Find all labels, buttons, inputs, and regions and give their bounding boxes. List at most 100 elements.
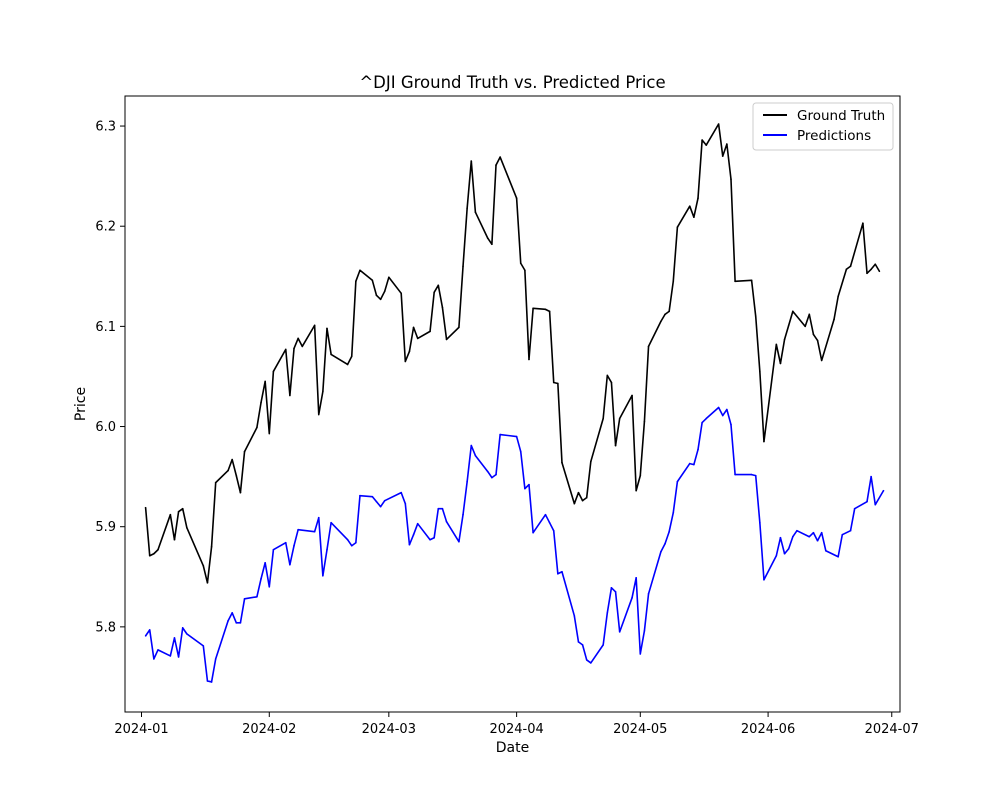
data-point-ground-truth	[610, 381, 613, 384]
data-point-ground-truth	[388, 276, 390, 279]
data-point-predictions	[577, 641, 580, 643]
data-point-predictions	[635, 576, 637, 579]
data-point-ground-truth	[350, 355, 353, 358]
data-point-predictions	[750, 473, 753, 476]
data-point-predictions	[260, 577, 262, 580]
data-point-ground-truth	[721, 155, 724, 157]
data-point-predictions	[614, 591, 617, 593]
data-point-ground-truth	[264, 380, 266, 383]
data-point-predictions	[272, 548, 275, 551]
data-point-predictions	[870, 475, 872, 478]
data-point-predictions	[239, 622, 242, 624]
data-point-predictions	[466, 480, 468, 483]
data-point-ground-truth	[874, 263, 877, 266]
data-point-predictions	[701, 421, 703, 424]
data-point-ground-truth	[268, 432, 271, 435]
data-point-predictions	[552, 529, 555, 532]
data-point-ground-truth	[301, 345, 304, 348]
data-point-predictions	[153, 658, 155, 660]
data-point-predictions	[631, 597, 633, 599]
data-point-predictions	[231, 612, 233, 614]
data-point-ground-truth	[618, 417, 621, 420]
data-point-predictions	[206, 680, 209, 682]
data-point-ground-truth	[631, 394, 633, 397]
data-point-predictions	[293, 544, 295, 547]
data-point-predictions	[602, 644, 604, 646]
data-point-ground-truth	[441, 306, 444, 309]
data-point-predictions	[227, 620, 229, 622]
data-point-ground-truth	[499, 156, 501, 158]
data-point-ground-truth	[759, 370, 761, 373]
data-point-ground-truth	[697, 197, 699, 199]
data-point-ground-truth	[866, 272, 868, 275]
data-point-ground-truth	[235, 474, 238, 477]
y-tick-label: 6.2	[95, 220, 116, 235]
data-point-predictions	[499, 433, 501, 436]
data-point-predictions	[754, 474, 757, 477]
data-point-ground-truth	[581, 499, 584, 502]
data-point-predictions	[355, 541, 357, 544]
data-point-ground-truth	[639, 474, 642, 477]
data-point-ground-truth	[750, 279, 753, 282]
data-point-predictions	[647, 593, 650, 595]
data-point-predictions	[639, 653, 642, 655]
data-point-predictions	[866, 500, 868, 503]
data-point-ground-truth	[260, 401, 262, 404]
data-point-predictions	[214, 658, 217, 660]
data-point-ground-truth	[808, 313, 811, 316]
data-point-predictions	[693, 463, 695, 466]
data-point-predictions	[243, 598, 246, 600]
data-point-ground-truth	[181, 507, 184, 510]
data-point-ground-truth	[169, 513, 172, 516]
legend-label-predictions: Predictions	[797, 128, 871, 144]
data-point-ground-truth	[643, 420, 646, 423]
data-point-predictions	[581, 644, 584, 646]
y-tick-label: 5.9	[95, 520, 116, 535]
data-point-ground-truth	[672, 280, 675, 283]
data-point-ground-truth	[804, 325, 806, 328]
data-point-predictions	[837, 555, 839, 558]
data-point-ground-truth	[602, 417, 604, 420]
data-point-ground-truth	[552, 381, 555, 384]
data-point-ground-truth	[157, 548, 159, 551]
data-point-ground-truth	[239, 491, 242, 494]
data-point-predictions	[779, 536, 782, 539]
data-point-predictions	[148, 629, 151, 631]
data-point-ground-truth	[837, 295, 839, 298]
data-point-ground-truth	[284, 348, 287, 351]
data-point-predictions	[433, 536, 435, 539]
x-tick-label: 2024-06	[741, 722, 795, 737]
data-point-ground-truth	[573, 502, 576, 505]
y-tick-label: 5.8	[95, 620, 116, 635]
data-point-ground-truth	[783, 338, 786, 341]
data-point-ground-truth	[491, 243, 493, 246]
data-point-ground-truth	[214, 481, 217, 484]
data-point-predictions	[882, 489, 885, 492]
plot-area-frame	[124, 95, 901, 713]
y-axis: 5.8 5.9 6.0 6.1 6.2 6.3	[95, 120, 125, 635]
data-point-ground-truth	[437, 284, 440, 287]
x-tick-label: 2024-05	[613, 722, 667, 737]
data-point-ground-truth	[462, 265, 464, 268]
data-point-ground-truth	[544, 308, 547, 311]
data-point-predictions	[524, 487, 526, 490]
data-point-ground-truth	[792, 310, 794, 313]
series-line-predictions	[144, 406, 885, 683]
data-point-predictions	[874, 503, 877, 506]
x-tick-label: 2024-02	[242, 722, 296, 737]
data-point-predictions	[606, 612, 609, 614]
data-point-predictions	[322, 574, 324, 577]
legend-label-ground-truth: Ground Truth	[797, 108, 885, 124]
data-point-predictions	[697, 448, 699, 451]
y-tick-label: 6.1	[95, 320, 116, 335]
data-point-ground-truth	[647, 345, 650, 348]
data-point-ground-truth	[202, 564, 205, 567]
data-point-predictions	[350, 544, 353, 547]
data-point-ground-truth	[173, 538, 176, 541]
data-point-ground-truth	[532, 307, 534, 310]
series-line-ground-truth	[144, 123, 881, 584]
data-point-ground-truth	[486, 237, 489, 240]
data-point-ground-truth	[664, 313, 666, 316]
data-point-ground-truth	[787, 324, 790, 327]
data-point-ground-truth	[676, 226, 679, 229]
